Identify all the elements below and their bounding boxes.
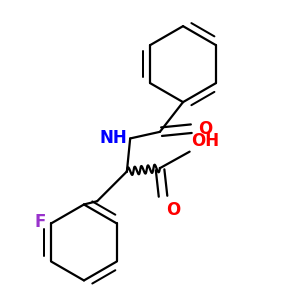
Text: O: O — [167, 201, 181, 219]
Text: F: F — [35, 213, 46, 231]
Text: NH: NH — [99, 129, 127, 147]
Text: O: O — [198, 119, 212, 137]
Text: OH: OH — [191, 132, 219, 150]
